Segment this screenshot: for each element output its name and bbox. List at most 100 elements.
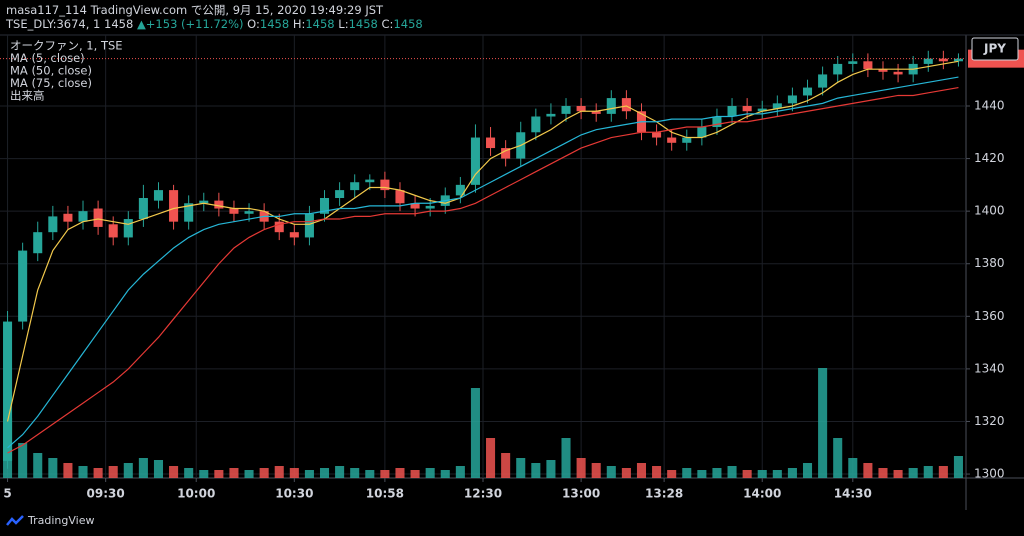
x-tick-label: 10:58: [366, 487, 404, 501]
volume-bar: [440, 470, 450, 478]
x-tick-label: 13:00: [562, 487, 600, 501]
legend-entry: 出来高: [10, 89, 45, 103]
y-tick-label: 1440: [974, 98, 1005, 112]
volume-bar: [108, 466, 118, 478]
volume-bar: [667, 470, 677, 478]
volume-bar: [18, 443, 28, 478]
volume-bar: [818, 368, 828, 478]
volume-bar: [908, 468, 918, 478]
candle-body: [274, 221, 284, 233]
candle-body: [123, 219, 133, 238]
currency-badge: [971, 37, 1019, 61]
candle-body: [153, 190, 164, 201]
volume-bar: [742, 470, 752, 478]
x-tick-label: 12:30: [464, 487, 502, 501]
candle-body: [833, 63, 843, 75]
volume-bar: [878, 468, 888, 478]
volume-bar: [486, 438, 496, 478]
footer: TradingView: [6, 514, 94, 527]
volume-bar: [516, 458, 526, 478]
candle-body: [667, 137, 677, 143]
candle-body: [576, 105, 586, 112]
volume-bar: [787, 468, 797, 478]
volume-bar: [304, 470, 314, 478]
volume-bar: [863, 463, 873, 478]
volume-bar: [531, 463, 541, 478]
candle-body: [199, 200, 209, 204]
y-tick-label: 1400: [974, 204, 1005, 218]
y-tick-label: 1340: [974, 361, 1005, 375]
candle-body: [169, 190, 179, 222]
volume-bar: [470, 388, 480, 478]
ohlc-label: L:: [338, 17, 349, 31]
volume-bar: [48, 458, 58, 478]
candle-body: [380, 179, 390, 191]
volume-bar: [138, 458, 148, 478]
volume-bar: [697, 470, 707, 478]
candle-body: [697, 127, 707, 138]
ohlc-value: 1458: [348, 17, 378, 31]
change-arrow: ▲: [136, 17, 146, 31]
candle-body: [742, 105, 752, 112]
volume-bar: [319, 468, 330, 478]
volume-bar: [938, 466, 948, 478]
volume-bar: [591, 463, 601, 478]
ma-line: [7, 86, 959, 454]
volume-bar: [93, 468, 103, 478]
legend-entry: MA (5, close): [10, 51, 85, 65]
candle-body: [772, 103, 782, 109]
candle-body: [652, 132, 662, 138]
candle-body: [531, 116, 541, 133]
volume-bar: [833, 438, 843, 478]
x-tick-label: 5: [3, 487, 11, 501]
volume-bar: [455, 466, 465, 478]
candle-body: [335, 190, 345, 199]
ma-line: [7, 76, 959, 449]
candle-body: [591, 111, 601, 114]
candle-body: [848, 61, 858, 64]
ohlc-value: 1458: [305, 17, 335, 31]
volume-bar: [244, 470, 254, 478]
candle-body: [63, 213, 73, 222]
legend-entry: オークファン, 1, TSE: [10, 39, 123, 53]
candle-body: [757, 108, 767, 112]
volume-bar: [606, 466, 616, 478]
y-tick-label: 1420: [974, 151, 1005, 165]
chart: 1300 1320 1340 1360 1380 1400 1420 1440 5 09:30 10…: [0, 34, 1024, 510]
volume-bar: [546, 460, 556, 478]
candle-body: [486, 137, 496, 149]
last-price: 1458: [104, 17, 134, 31]
volume-bar: [229, 468, 239, 478]
candle-body: [546, 113, 556, 117]
symbol: TSE_DLY:3674, 1: [6, 17, 101, 31]
volume-bar: [893, 470, 903, 478]
logo-icon: [6, 514, 24, 526]
candle-body: [229, 208, 239, 214]
candle-body: [863, 61, 873, 70]
candle-body: [727, 105, 737, 117]
candle-body: [938, 58, 948, 62]
volume-bar: [652, 466, 662, 478]
candle-body: [682, 137, 692, 143]
candle-body: [289, 232, 299, 238]
volume-bar: [727, 466, 737, 478]
candle-body: [953, 58, 963, 62]
candle-body: [48, 216, 58, 233]
ma-line: [6, 60, 959, 422]
legend-entry: MA (75, close): [10, 76, 92, 90]
candle-body: [93, 208, 103, 227]
volume-bar: [848, 458, 858, 478]
candle-body: [818, 74, 828, 88]
volume-bar: [395, 468, 405, 478]
y-tick-label: 1360: [974, 309, 1005, 323]
candle-body: [395, 190, 405, 204]
candle-body: [350, 182, 360, 191]
quote-line: TSE_DLY:3674, 1 1458 ▲+153 (+11.72%) O:1…: [6, 17, 423, 31]
candle-body: [425, 205, 435, 209]
candle-body: [78, 211, 88, 222]
volume-bar: [274, 466, 284, 478]
candle-body: [319, 198, 330, 214]
volume-bar: [576, 458, 586, 478]
candle-body: [712, 116, 722, 128]
